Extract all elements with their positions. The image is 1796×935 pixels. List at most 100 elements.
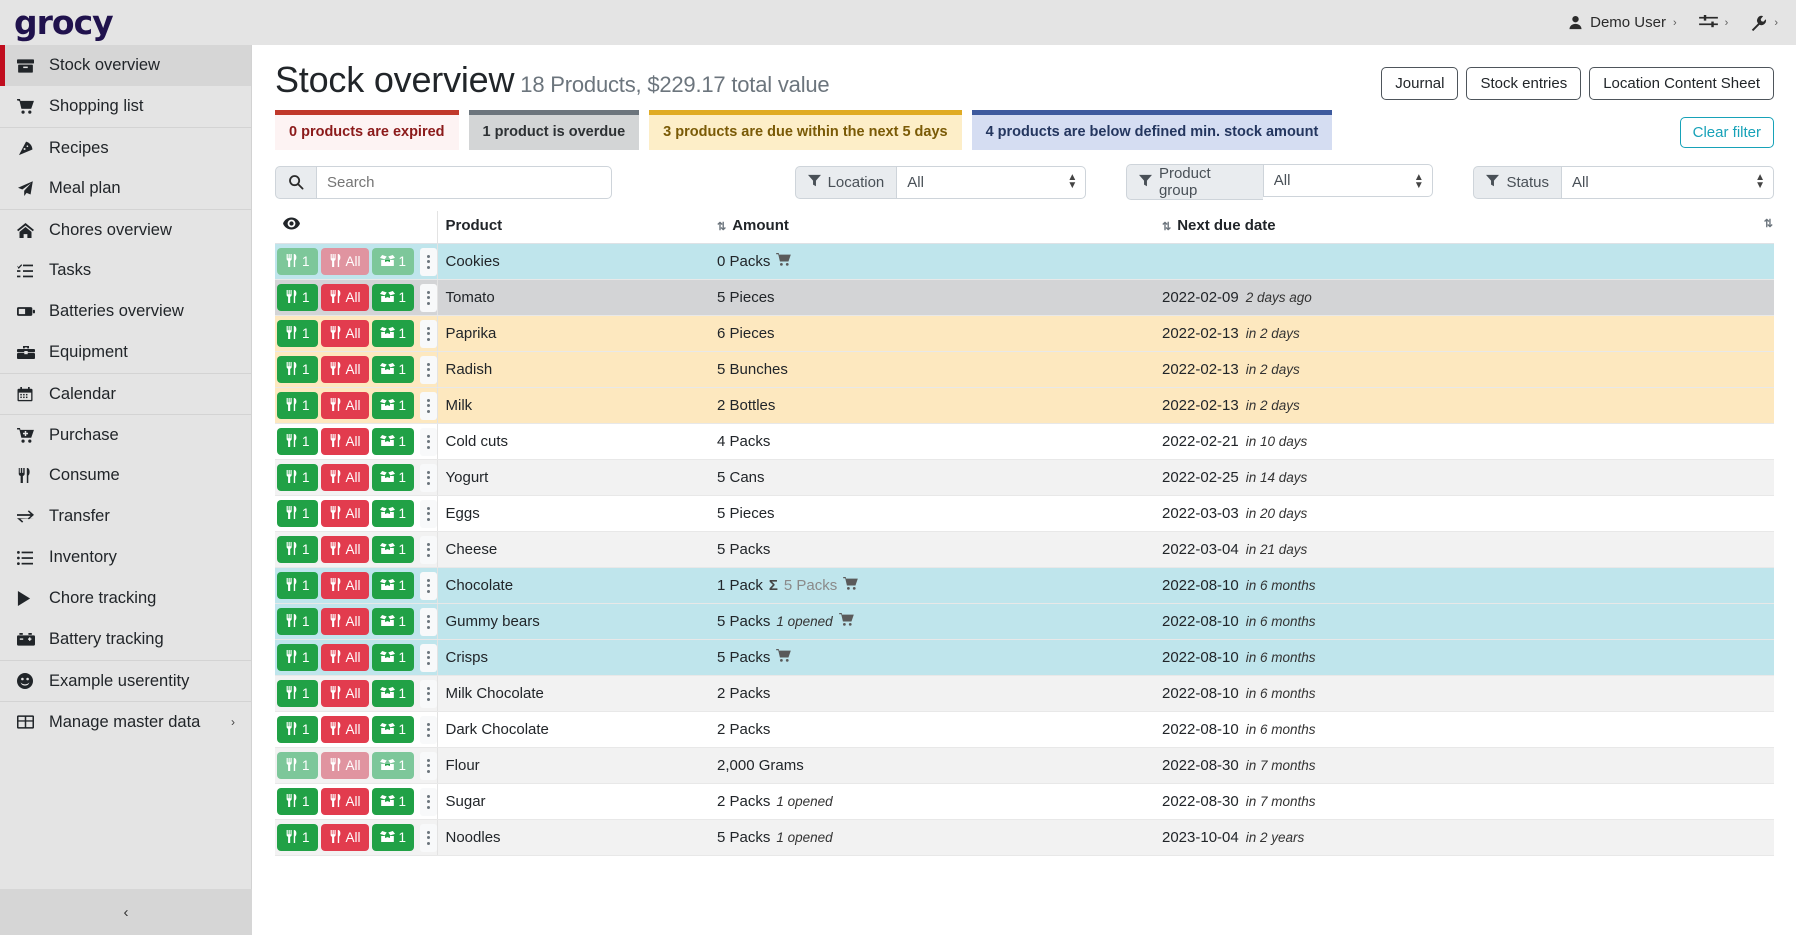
consume-all-button[interactable]: All xyxy=(320,248,369,276)
row-menu-button[interactable] xyxy=(420,571,437,600)
table-row[interactable]: 1 All 1 Milk 2 Bottles 2022-02-13 in 2 days xyxy=(275,387,1774,425)
consume-one-button[interactable]: 1 xyxy=(277,572,318,600)
sidebar-item-calendar[interactable]: Calendar xyxy=(0,373,251,414)
table-row[interactable]: 1 All 1 Cold cuts 4 Packs 2022-02-21 in 10 day… xyxy=(275,423,1774,461)
settings-menu[interactable]: › xyxy=(1698,15,1728,30)
table-row[interactable]: 1 All 1 Cookies 0 Packs xyxy=(275,243,1774,281)
table-row[interactable]: 1 All 1 Flour 2,000 Grams 2022-08-30 in 7 mont… xyxy=(275,747,1774,785)
row-menu-button[interactable] xyxy=(420,463,437,492)
consume-one-button[interactable]: 1 xyxy=(277,464,318,492)
user-menu[interactable]: Demo User › xyxy=(1568,14,1677,31)
consume-all-button[interactable]: All xyxy=(320,788,369,816)
consume-all-button[interactable]: All xyxy=(320,356,369,384)
consume-all-button[interactable]: All xyxy=(320,428,369,456)
row-menu-button[interactable] xyxy=(420,751,437,780)
open-one-button[interactable]: 1 xyxy=(371,644,415,672)
sidebar-item-recipes[interactable]: Recipes xyxy=(0,127,251,168)
open-one-button[interactable]: 1 xyxy=(371,608,415,636)
brand-logo[interactable]: grocy xyxy=(0,0,252,45)
sidebar-item-example-userentity[interactable]: Example userentity xyxy=(0,660,251,701)
status-select[interactable]: All xyxy=(1561,165,1774,199)
search-input[interactable] xyxy=(316,165,612,199)
sidebar-item-battery-tracking[interactable]: Battery tracking xyxy=(0,619,251,660)
consume-all-button[interactable]: All xyxy=(320,680,369,708)
row-menu-button[interactable] xyxy=(420,715,437,744)
table-row[interactable]: 1 All 1 Cheese 5 Packs 2022-03-04 in 21 days xyxy=(275,531,1774,569)
open-one-button[interactable]: 1 xyxy=(371,788,415,816)
open-one-button[interactable]: 1 xyxy=(371,752,415,780)
table-row[interactable]: 1 All 1 Radish 5 Bunches 2022-02-13 in 2 days xyxy=(275,351,1774,389)
table-row[interactable]: 1 All 1 Yogurt 5 Cans 2022-02-25 in 14 days xyxy=(275,459,1774,497)
open-one-button[interactable]: 1 xyxy=(371,248,415,276)
open-one-button[interactable]: 1 xyxy=(371,716,415,744)
status-chip-below-min[interactable]: 4 products are below defined min. stock … xyxy=(971,110,1333,151)
consume-one-button[interactable]: 1 xyxy=(277,716,318,744)
sidebar-item-equipment[interactable]: Equipment xyxy=(0,332,251,373)
consume-one-button[interactable]: 1 xyxy=(277,788,318,816)
sidebar-item-chore-tracking[interactable]: Chore tracking xyxy=(0,578,251,619)
status-chip-expired[interactable]: 0 products are expired xyxy=(275,110,459,151)
row-menu-button[interactable] xyxy=(420,427,437,456)
product-group-select[interactable]: All xyxy=(1262,164,1433,198)
table-row[interactable]: 1 All 1 Paprika 6 Pieces 2022-02-13 in 2 days xyxy=(275,315,1774,353)
consume-all-button[interactable]: All xyxy=(320,608,369,636)
consume-all-button[interactable]: All xyxy=(320,392,369,420)
table-row[interactable]: 1 All 1 Chocolate 1 Pack Σ 5 Packs 2022-08-10 in… xyxy=(275,567,1774,605)
row-menu-button[interactable] xyxy=(420,499,437,528)
table-row[interactable]: 1 All 1 Gummy bears 5 Packs 1 opened 2022-08-1… xyxy=(275,603,1774,641)
consume-one-button[interactable]: 1 xyxy=(277,500,318,528)
consume-one-button[interactable]: 1 xyxy=(277,320,318,348)
row-menu-button[interactable] xyxy=(420,679,437,708)
row-menu-button[interactable] xyxy=(420,247,437,276)
sidebar-item-transfer[interactable]: Transfer xyxy=(0,496,251,537)
stock-entries-button[interactable]: Stock entries xyxy=(1466,67,1582,100)
consume-one-button[interactable]: 1 xyxy=(277,824,318,852)
consume-one-button[interactable]: 1 xyxy=(277,644,318,672)
row-menu-button[interactable] xyxy=(420,643,437,672)
row-menu-button[interactable] xyxy=(420,535,437,564)
table-row[interactable]: 1 All 1 Sugar 2 Packs 1 opened 2022-08-30 in 7 … xyxy=(275,783,1774,821)
sidebar-item-stock-overview[interactable]: Stock overview xyxy=(0,45,251,86)
tools-menu[interactable]: › xyxy=(1750,15,1778,31)
open-one-button[interactable]: 1 xyxy=(371,284,415,312)
consume-all-button[interactable]: All xyxy=(320,500,369,528)
consume-all-button[interactable]: All xyxy=(320,320,369,348)
sort-icon[interactable]: ⇅ xyxy=(1162,221,1171,234)
status-chip-due-soon[interactable]: 3 products are due within the next 5 day… xyxy=(649,110,962,151)
open-one-button[interactable]: 1 xyxy=(371,320,415,348)
shopping-cart-icon[interactable] xyxy=(843,577,859,594)
table-row[interactable]: 1 All 1 Eggs 5 Pieces 2022-03-03 in 20 days xyxy=(275,495,1774,533)
consume-one-button[interactable]: 1 xyxy=(277,428,318,456)
table-row[interactable]: 1 All 1 Crisps 5 Packs 2022-08-10 in 6 months xyxy=(275,639,1774,677)
location-select[interactable]: All xyxy=(896,165,1087,199)
sidebar-item-shopping-list[interactable]: Shopping list xyxy=(0,86,251,127)
row-menu-button[interactable] xyxy=(420,355,437,384)
sidebar-item-consume[interactable]: Consume xyxy=(0,455,251,496)
open-one-button[interactable]: 1 xyxy=(371,572,415,600)
consume-one-button[interactable]: 1 xyxy=(277,284,318,312)
clear-filter-button[interactable]: Clear filter xyxy=(1679,117,1774,149)
row-menu-button[interactable] xyxy=(420,823,437,852)
row-menu-button[interactable] xyxy=(420,391,437,420)
status-chip-overdue[interactable]: 1 product is overdue xyxy=(468,110,640,151)
open-one-button[interactable]: 1 xyxy=(371,500,415,528)
consume-one-button[interactable]: 1 xyxy=(277,536,318,564)
consume-all-button[interactable]: All xyxy=(320,752,369,780)
open-one-button[interactable]: 1 xyxy=(371,392,415,420)
open-one-button[interactable]: 1 xyxy=(371,356,415,384)
journal-button[interactable]: Journal xyxy=(1381,67,1459,100)
open-one-button[interactable]: 1 xyxy=(371,536,415,564)
consume-all-button[interactable]: All xyxy=(320,284,369,312)
open-one-button[interactable]: 1 xyxy=(371,680,415,708)
sidebar-item-meal-plan[interactable]: Meal plan xyxy=(0,168,251,209)
consume-one-button[interactable]: 1 xyxy=(277,680,318,708)
sidebar-collapse-button[interactable]: ‹ xyxy=(0,889,252,935)
consume-one-button[interactable]: 1 xyxy=(277,752,318,780)
consume-all-button[interactable]: All xyxy=(320,824,369,852)
open-one-button[interactable]: 1 xyxy=(371,428,415,456)
row-menu-button[interactable] xyxy=(420,283,437,312)
table-row[interactable]: 1 All 1 Dark Chocolate 2 Packs 2022-08-10 in 6… xyxy=(275,711,1774,749)
sidebar-item-chores-overview[interactable]: Chores overview xyxy=(0,209,251,250)
consume-one-button[interactable]: 1 xyxy=(277,608,318,636)
sidebar-item-manage-master-data[interactable]: Manage master data › xyxy=(0,701,251,742)
